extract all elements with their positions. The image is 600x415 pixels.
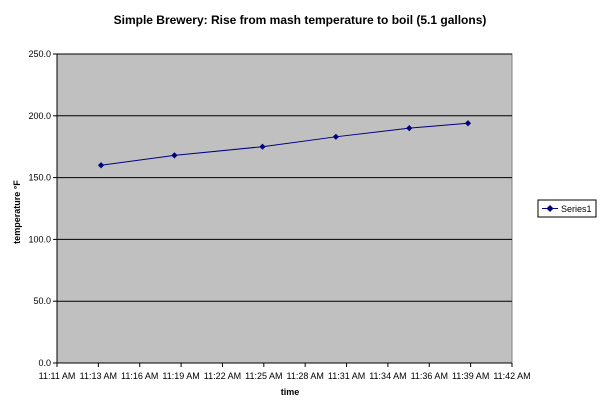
y-axis-label: temperature °F [12, 180, 22, 244]
x-tick-label: 11:31 AM [328, 371, 365, 381]
x-tick-label: 11:19 AM [162, 371, 199, 381]
y-tick-label: 250.0 [28, 49, 51, 59]
y-tick-label: 50.0 [33, 296, 51, 306]
x-tick-label: 11:42 AM [493, 371, 530, 381]
y-tick-label: 200.0 [28, 111, 51, 121]
x-tick-label: 11:11 AM [39, 371, 76, 381]
legend-series-label: Series1 [561, 204, 592, 214]
y-tick-label: 150.0 [28, 173, 51, 183]
series-line [100, 122, 469, 166]
x-axis-label: time [281, 387, 300, 397]
x-tick-label: 11:28 AM [287, 371, 324, 381]
y-tick-label: 100.0 [28, 234, 51, 244]
x-tick-label: 11:25 AM [245, 371, 282, 381]
x-tick-label: 11:16 AM [121, 371, 158, 381]
chart-title: Simple Brewery: Rise from mash temperatu… [114, 13, 487, 27]
x-tick-label: 11:36 AM [411, 371, 448, 381]
legend-box [537, 199, 597, 218]
x-tick-label: 11:13 AM [80, 371, 117, 381]
legend-series-marker [546, 204, 554, 213]
x-tick-label: 11:22 AM [204, 371, 241, 381]
y-tick-label: 0.0 [38, 358, 51, 368]
axes: 0.0 50.0 100.0 150.0 200.0 250.0 11:11 AM 11:13… [28, 49, 530, 381]
plot-area [56, 53, 513, 364]
x-tick-label: 11:34 AM [369, 371, 406, 381]
legend: Series1 [537, 199, 597, 218]
x-tick-label: 11:39 AM [452, 371, 489, 381]
